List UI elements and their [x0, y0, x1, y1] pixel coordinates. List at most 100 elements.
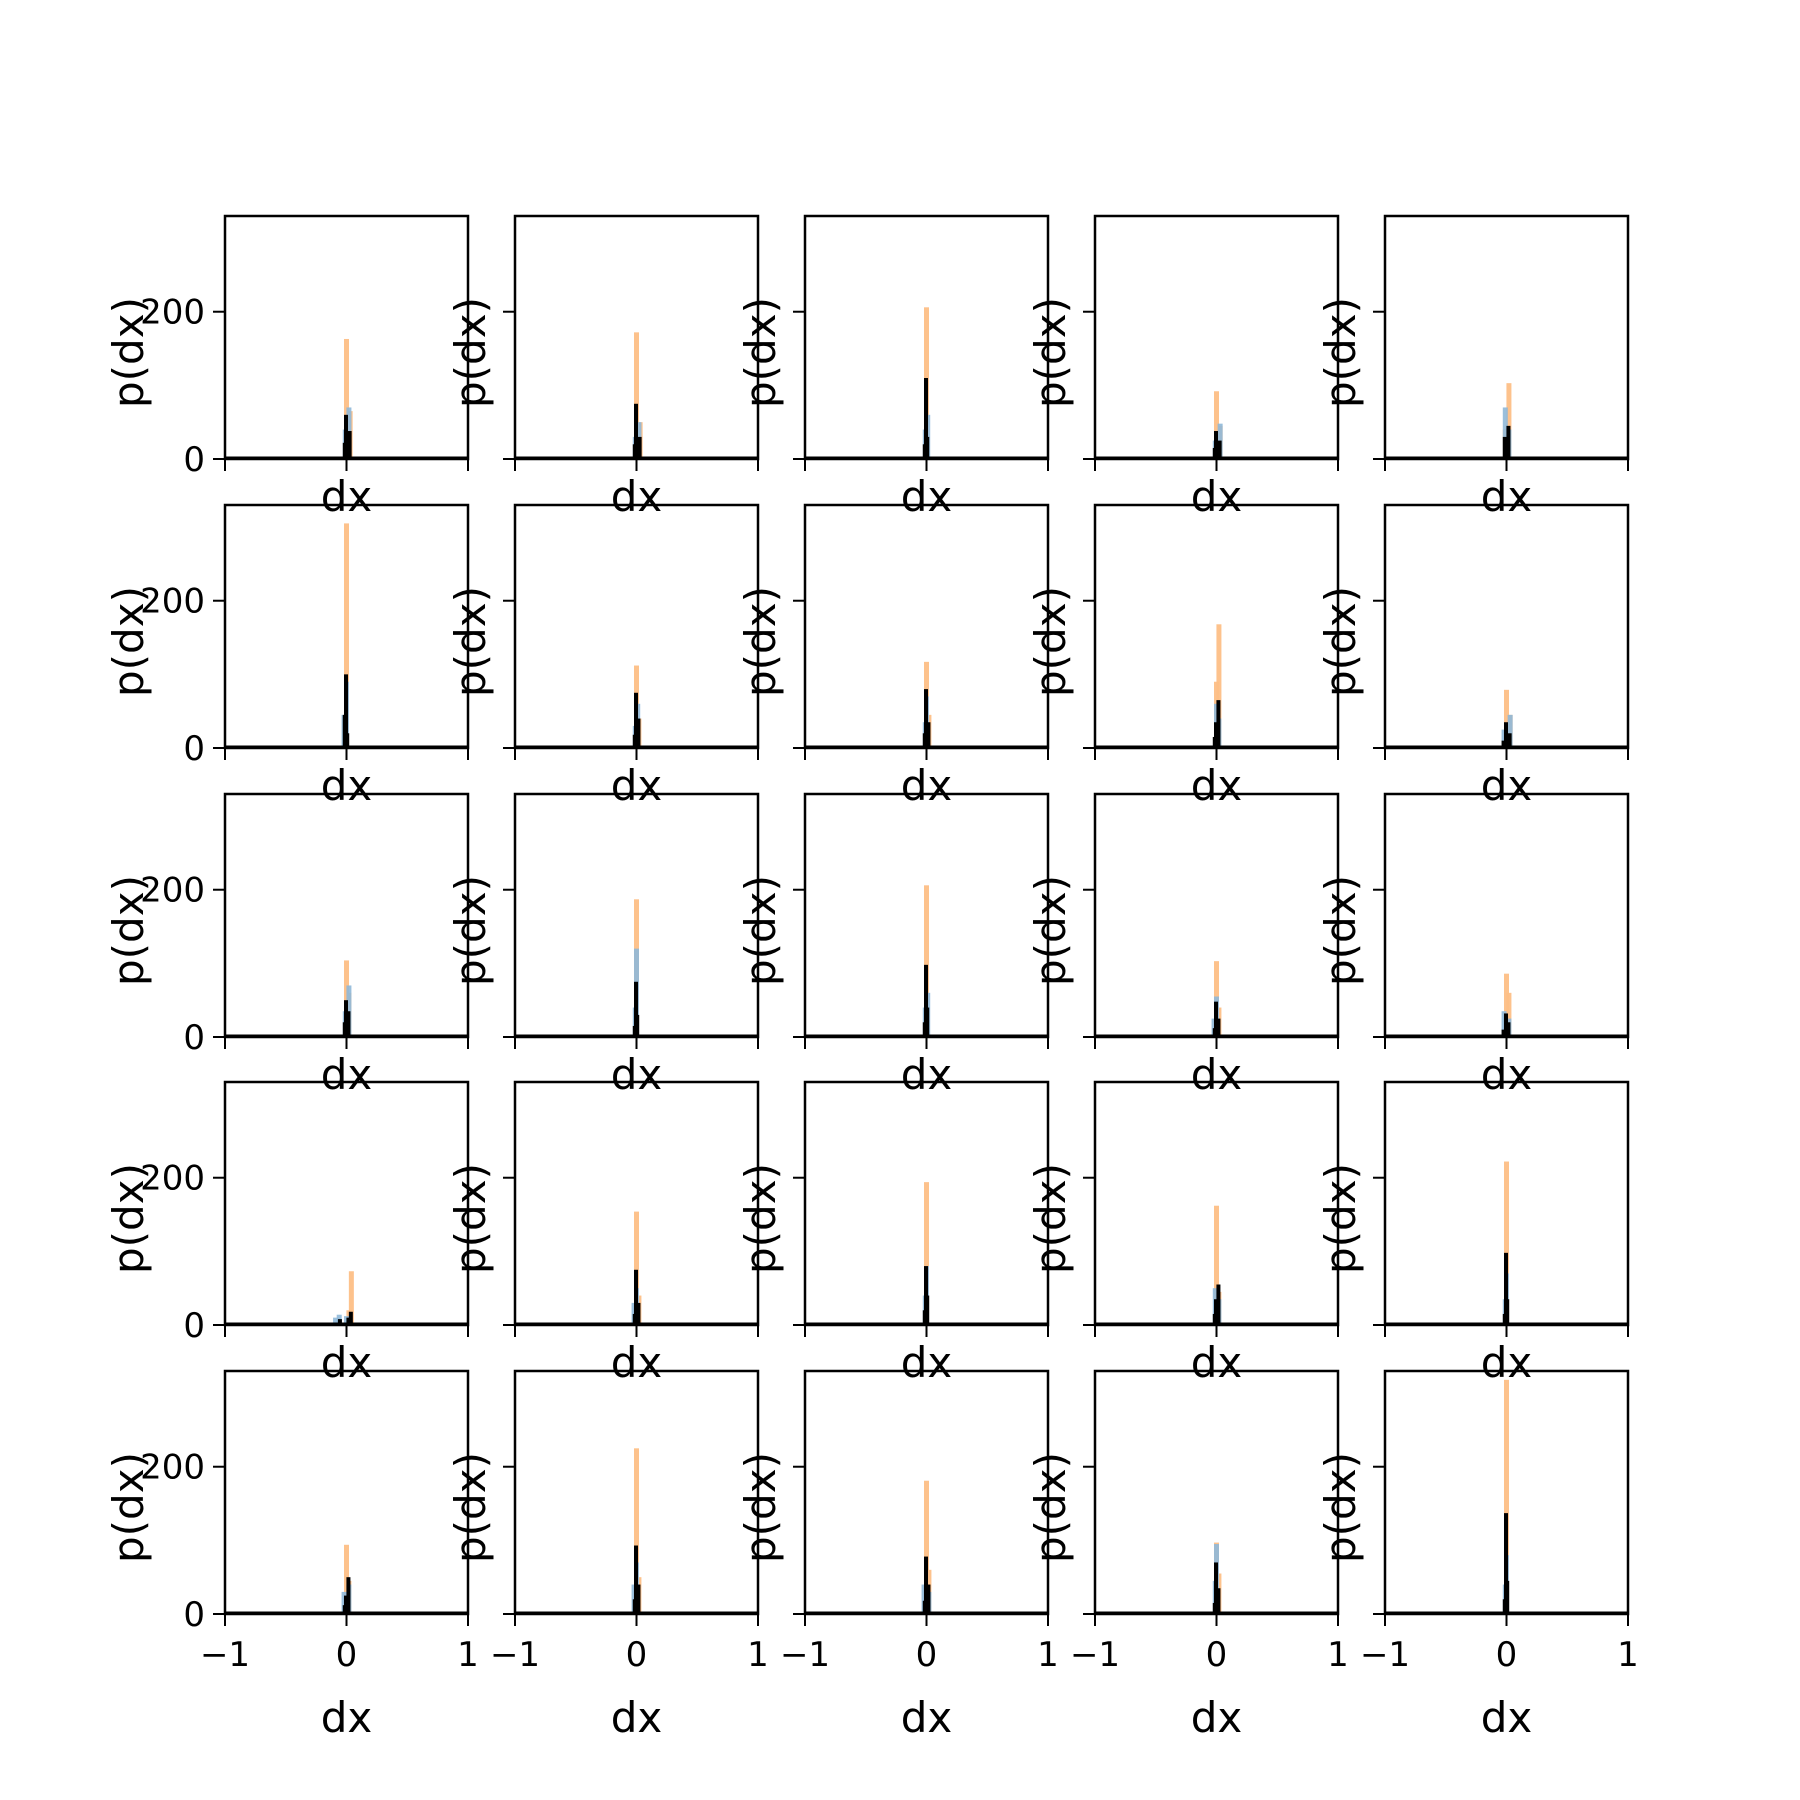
xlabel-p2: dx	[901, 472, 953, 521]
ytick-label-p0-0: 0	[183, 440, 205, 480]
bar-black-p8-b1	[1214, 722, 1218, 748]
ytick-label-p10-1: 200	[140, 871, 205, 911]
ylabel-p6: p(dx)	[446, 586, 495, 697]
subplot-r2-c4: dx p(dx)	[1316, 792, 1630, 1099]
xtick-label-p20-0: −1	[200, 1635, 250, 1675]
subplot-r3-c0: 0 200 dx p(dx)	[104, 1080, 470, 1387]
bar-black-p6-b1	[636, 718, 641, 748]
bar-black-p0-b2	[342, 442, 347, 459]
ylabel-p13: p(dx)	[1026, 875, 1075, 986]
bar-black-p18-b0	[1216, 1284, 1221, 1325]
xtick-label-p24-1: 0	[1496, 1635, 1518, 1675]
bar-black-p2-b2	[922, 444, 927, 459]
xtick-label-p23-0: −1	[1070, 1635, 1120, 1675]
bar-orange-p19-b0	[1504, 1161, 1509, 1325]
xtick-label-p22-0: −1	[780, 1635, 830, 1675]
xlabel-p6: dx	[611, 761, 663, 810]
bar-black-p8-b0	[1216, 700, 1221, 748]
xtick-label-p24-0: −1	[1360, 1635, 1410, 1675]
bar-black-p12-b1	[925, 1007, 930, 1037]
bar-black-p23-b0	[1214, 1562, 1218, 1614]
bar-orange-p18-b0	[1214, 1205, 1219, 1325]
subplot-r3-c2: dx p(dx)	[736, 1080, 1050, 1387]
ytick-label-p15-1: 200	[140, 1159, 205, 1199]
bar-black-p15-b0	[348, 1311, 353, 1325]
xtick-label-p21-2: 1	[747, 1635, 769, 1675]
ylabel-p21: p(dx)	[446, 1452, 495, 1563]
bar-black-p13-b1	[1216, 1018, 1221, 1037]
ylabel-p18: p(dx)	[1026, 1163, 1075, 1274]
bar-orange-p9-b0	[1504, 689, 1509, 748]
xtick-label-p23-2: 1	[1327, 1635, 1349, 1675]
xlabel-p20: dx	[321, 1693, 373, 1742]
bar-black-p20-b2	[342, 1605, 347, 1614]
bar-orange-p1-b0	[634, 332, 639, 459]
xlabel-p18: dx	[1191, 1338, 1243, 1387]
ylabel-p24: p(dx)	[1316, 1452, 1365, 1563]
subplot-r4-c3: −1 0 1 dx p(dx)	[1026, 1369, 1349, 1742]
bar-black-p19-b1	[1505, 1299, 1510, 1325]
bar-orange-p14-b1	[1506, 992, 1512, 1037]
bar-black-p19-b2	[1502, 1313, 1507, 1325]
bar-black-p12-b0	[924, 964, 928, 1037]
subplot-r1-c1: dx p(dx)	[446, 503, 760, 810]
xlabel-p16: dx	[611, 1338, 663, 1387]
bar-black-p21-b2	[632, 1599, 637, 1614]
bar-orange-p17-b0	[924, 1182, 929, 1325]
ytick-label-p15-0: 0	[183, 1306, 205, 1346]
bar-black-p14-b2	[1501, 1029, 1506, 1037]
subplot-r0-c3: dx p(dx)	[1026, 214, 1340, 521]
bar-black-p6-b0	[634, 692, 638, 748]
ylabel-p2: p(dx)	[736, 297, 785, 408]
bar-black-p12-b2	[922, 1022, 927, 1037]
xlabel-p8: dx	[1191, 761, 1243, 810]
xlabel-p17: dx	[901, 1338, 953, 1387]
xlabel-p3: dx	[1191, 472, 1243, 521]
ylabel-p7: p(dx)	[736, 586, 785, 697]
bar-black-p15-b2	[337, 1319, 342, 1325]
bar-black-p9-b2	[1501, 740, 1506, 748]
bar-black-p21-b1	[636, 1584, 641, 1614]
bar-black-p16-b2	[632, 1313, 637, 1325]
ytick-label-p0-1: 200	[140, 293, 205, 333]
subplot-r2-c2: dx p(dx)	[736, 792, 1050, 1099]
ylabel-p17: p(dx)	[736, 1163, 785, 1274]
bar-black-p9-b1	[1507, 733, 1512, 748]
xtick-label-p20-1: 0	[336, 1635, 358, 1675]
bar-black-p10-b2	[342, 1022, 347, 1037]
bar-black-p1-b0	[634, 403, 638, 459]
subplot-r0-c0: 0 200 dx p(dx)	[104, 214, 470, 521]
bar-black-p16-b1	[636, 1302, 641, 1325]
axes-frame-p15	[223, 1080, 470, 1327]
xlabel-p13: dx	[1191, 1050, 1243, 1099]
ylabel-p9: p(dx)	[1316, 586, 1365, 697]
subplot-r2-c1: dx p(dx)	[446, 792, 760, 1099]
subplot-r4-c1: −1 0 1 dx p(dx)	[446, 1369, 769, 1742]
xtick-label-p21-0: −1	[490, 1635, 540, 1675]
ytick-label-p5-1: 200	[140, 582, 205, 622]
bar-orange-p5-b0	[344, 523, 349, 748]
xlabel-p22: dx	[901, 1693, 953, 1742]
bar-black-p5-b1	[342, 714, 347, 748]
subplot-r2-c3: dx p(dx)	[1026, 792, 1340, 1099]
subplot-r1-c0: 0 200 dx p(dx)	[104, 503, 470, 810]
bar-black-p13-b2	[1212, 1028, 1217, 1037]
subplot-r0-c4: dx p(dx)	[1316, 214, 1630, 521]
bar-black-p20-b1	[344, 1595, 348, 1614]
ylabel-p14: p(dx)	[1316, 875, 1365, 986]
ytick-label-p5-0: 0	[183, 729, 205, 769]
bar-black-p23-b1	[1216, 1588, 1221, 1614]
bar-black-p17-b2	[922, 1310, 927, 1325]
xlabel-p14: dx	[1481, 1050, 1533, 1099]
xlabel-p12: dx	[901, 1050, 953, 1099]
ytick-label-p20-0: 0	[183, 1595, 205, 1635]
bar-black-p10-b0	[344, 1000, 348, 1037]
subplot-r0-c2: dx p(dx)	[736, 214, 1050, 521]
bar-black-p6-b2	[632, 734, 637, 748]
bar-black-p22-b0	[924, 1556, 928, 1614]
xtick-label-p21-1: 0	[626, 1635, 648, 1675]
subplot-r3-c1: dx p(dx)	[446, 1080, 760, 1387]
ylabel-p3: p(dx)	[1026, 297, 1075, 408]
ylabel-p5: p(dx)	[104, 586, 153, 697]
xlabel-p15: dx	[321, 1338, 373, 1387]
